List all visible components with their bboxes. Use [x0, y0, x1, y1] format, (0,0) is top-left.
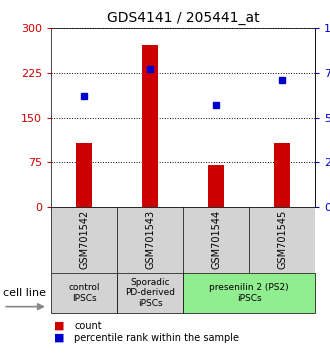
Text: GSM701542: GSM701542: [79, 210, 89, 269]
Text: cell line: cell line: [3, 288, 46, 298]
Text: Sporadic
PD-derived
iPSCs: Sporadic PD-derived iPSCs: [125, 278, 175, 308]
Bar: [117, 273, 183, 313]
Text: GSM701545: GSM701545: [277, 210, 287, 269]
Title: GDS4141 / 205441_at: GDS4141 / 205441_at: [107, 11, 259, 24]
Bar: [51, 273, 117, 313]
Text: count: count: [74, 321, 102, 331]
Text: GSM701543: GSM701543: [145, 210, 155, 269]
Bar: [76, 143, 92, 207]
Text: ■: ■: [54, 321, 65, 331]
Bar: [183, 273, 315, 313]
Bar: [142, 45, 158, 207]
Bar: [51, 207, 315, 273]
Bar: [274, 143, 290, 207]
Text: control
IPSCs: control IPSCs: [68, 283, 100, 303]
Text: presenilin 2 (PS2)
iPSCs: presenilin 2 (PS2) iPSCs: [209, 283, 289, 303]
Text: GSM701544: GSM701544: [211, 210, 221, 269]
Text: percentile rank within the sample: percentile rank within the sample: [74, 333, 239, 343]
Text: ■: ■: [54, 333, 65, 343]
Bar: [208, 165, 224, 207]
